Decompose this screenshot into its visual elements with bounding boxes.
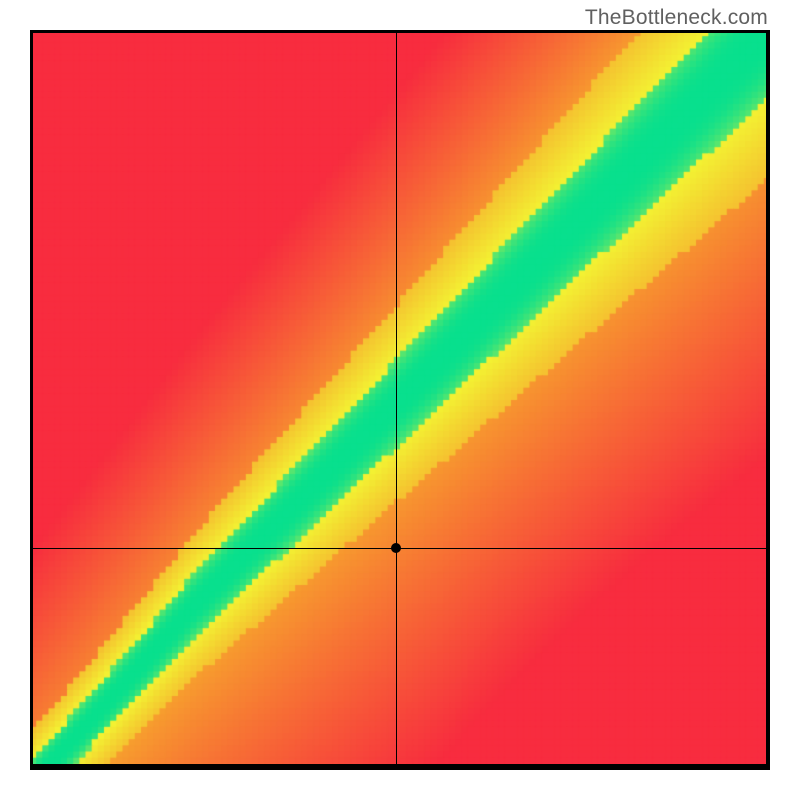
heatmap-canvas — [30, 30, 770, 770]
frame-top — [30, 30, 770, 33]
crosshair-vline — [396, 30, 397, 770]
chart-stage: TheBottleneck.com — [0, 0, 800, 800]
frame-bottom — [30, 764, 770, 770]
frame-left — [30, 30, 33, 770]
watermark-text: TheBottleneck.com — [585, 6, 768, 30]
frame-right — [766, 30, 770, 770]
